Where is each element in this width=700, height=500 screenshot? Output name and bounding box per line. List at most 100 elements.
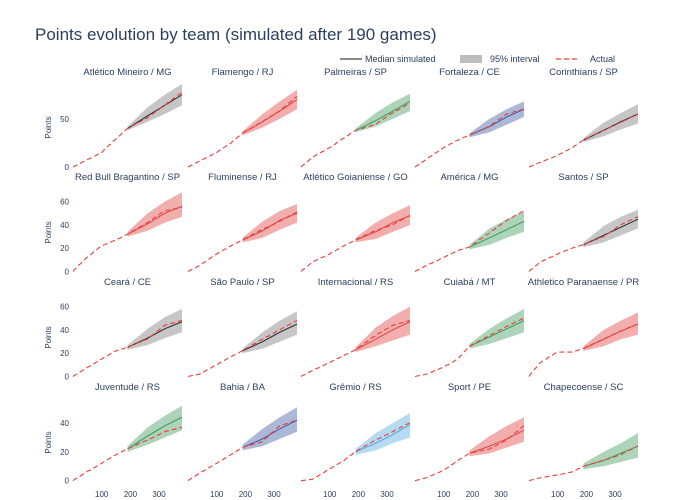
actual-line	[300, 215, 411, 272]
y-axis-label: Points	[44, 431, 53, 453]
y-axis-label: Points	[44, 326, 53, 348]
median-line	[469, 429, 525, 454]
x-tick-label: 300	[608, 490, 622, 499]
actual-line	[528, 445, 639, 482]
y-tick-label: 60	[60, 303, 69, 312]
y-tick-label: 40	[60, 419, 69, 428]
x-tick-label: 200	[239, 490, 253, 499]
actual-line	[414, 317, 525, 378]
team-panel: Chapecoense / SC100200300Games	[528, 382, 639, 499]
team-panel: Cuiabá / MT	[414, 277, 525, 378]
panel-title: América / MG	[440, 172, 498, 183]
actual-line	[300, 320, 411, 377]
legend-actual-label: Actual	[590, 54, 615, 64]
team-panel: Santos / SP	[528, 172, 639, 272]
facet-grid: Atlético Mineiro / MG 0 50 Points Flamengo /…	[44, 67, 640, 499]
team-panel: Fluminense / RJ	[187, 172, 298, 272]
median-line	[469, 220, 525, 248]
y-tick-label: 40	[60, 326, 69, 335]
interval-band	[583, 312, 638, 351]
y-tick-label: 60	[60, 198, 69, 207]
actual-line	[72, 92, 183, 168]
actual-line	[528, 216, 639, 272]
y-tick-label: 40	[60, 221, 69, 230]
y-tick-label: 20	[60, 349, 69, 358]
panel-title: Fluminense / RJ	[208, 172, 277, 183]
panel-title: Red Bull Bragantino / SP	[75, 172, 180, 183]
x-tick-label: 100	[210, 490, 224, 499]
interval-band	[127, 309, 182, 350]
legend: Median simulated 95% interval Actual	[340, 54, 615, 64]
x-tick-label: 300	[152, 490, 166, 499]
team-panel: São Paulo / SP	[187, 277, 298, 378]
x-tick-label: 100	[95, 490, 109, 499]
x-tick-label: 300	[494, 490, 508, 499]
team-panel: Palmeiras / SP	[300, 67, 411, 168]
actual-line	[187, 96, 298, 168]
team-panel: Red Bull Bragantino / SP 0 20 40 60 Points	[44, 172, 183, 277]
interval-band	[355, 205, 410, 243]
interval-band	[242, 89, 297, 136]
panel-title: Palmeiras / SP	[324, 67, 387, 78]
panel-title: Athletico Paranaense / PR	[528, 277, 640, 288]
interval-band	[469, 309, 524, 349]
interval-band	[583, 209, 638, 248]
interval-band	[242, 407, 297, 451]
panel-title: Atlético Goianiense / GO	[303, 172, 408, 183]
x-tick-label: 200	[580, 490, 594, 499]
interval-band	[242, 204, 297, 243]
interval-band	[469, 417, 524, 457]
actual-line	[414, 425, 525, 482]
team-panel: Athletico Paranaense / PR	[528, 277, 640, 377]
x-tick-label: 100	[437, 490, 451, 499]
actual-line	[414, 210, 525, 272]
chart-title: Points evolution by team (simulated afte…	[35, 25, 437, 44]
team-panel: Bahia / BA100200300Games	[187, 382, 298, 499]
team-panel: Sport / PE100200300Games	[414, 382, 525, 499]
y-tick-label: 0	[65, 163, 70, 172]
actual-line	[187, 320, 298, 378]
panel-title: Flamengo / RJ	[212, 67, 274, 78]
panel-title: Corinthians / SP	[549, 67, 618, 78]
panel-title: Ceará / CE	[104, 277, 151, 288]
median-line	[355, 215, 411, 241]
actual-line	[187, 419, 298, 482]
y-tick-label: 20	[60, 448, 69, 457]
interval-band	[469, 101, 524, 138]
actual-line	[187, 211, 298, 272]
legend-median-label: Median simulated	[365, 54, 436, 64]
y-tick-label: 0	[65, 477, 70, 486]
interval-band	[127, 192, 182, 237]
median-line	[355, 424, 411, 453]
median-line	[127, 94, 183, 129]
y-tick-label: 0	[65, 373, 70, 382]
interval-band	[355, 306, 410, 353]
x-tick-label: 100	[551, 490, 565, 499]
panel-title: Chapecoense / SC	[544, 382, 624, 393]
team-panel: Flamengo / RJ	[187, 67, 298, 168]
panel-title: Juventude / RS	[95, 382, 160, 393]
panel-title: Internacional / RS	[318, 277, 394, 288]
median-line	[469, 320, 525, 347]
interval-band	[355, 413, 410, 455]
panel-title: Fortaleza / CE	[439, 67, 500, 78]
team-panel: Juventude / RS02040Points100200300Games	[44, 382, 183, 499]
panel-title: Bahia / BA	[220, 382, 266, 393]
interval-band	[583, 433, 638, 470]
x-tick-label: 200	[466, 490, 480, 499]
actual-line	[72, 206, 183, 272]
x-tick-label: 300	[380, 490, 394, 499]
y-axis-label: Points	[44, 116, 53, 138]
team-panel: Internacional / RS	[300, 277, 411, 377]
team-panel: Fortaleza / CE	[414, 67, 525, 168]
actual-line	[72, 320, 183, 377]
panel-title: Santos / SP	[558, 172, 608, 183]
interval-band	[469, 211, 524, 250]
team-panel: Grêmio / RS100200300Games	[300, 382, 411, 499]
y-tick-label: 20	[60, 244, 69, 253]
actual-line	[528, 113, 639, 168]
median-line	[127, 205, 183, 235]
team-panel: Atlético Goianiense / GO	[300, 172, 411, 272]
median-line	[355, 100, 411, 131]
